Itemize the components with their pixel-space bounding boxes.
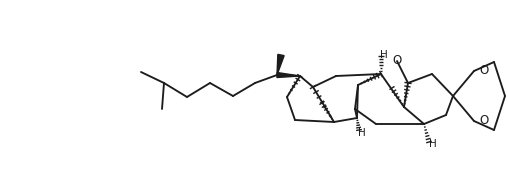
Text: O: O <box>479 64 488 77</box>
Text: O: O <box>392 53 402 67</box>
Text: O: O <box>479 115 488 128</box>
Text: H: H <box>380 50 388 60</box>
Polygon shape <box>277 73 300 77</box>
Polygon shape <box>277 54 284 75</box>
Text: H: H <box>429 139 437 149</box>
Text: H: H <box>358 128 366 138</box>
